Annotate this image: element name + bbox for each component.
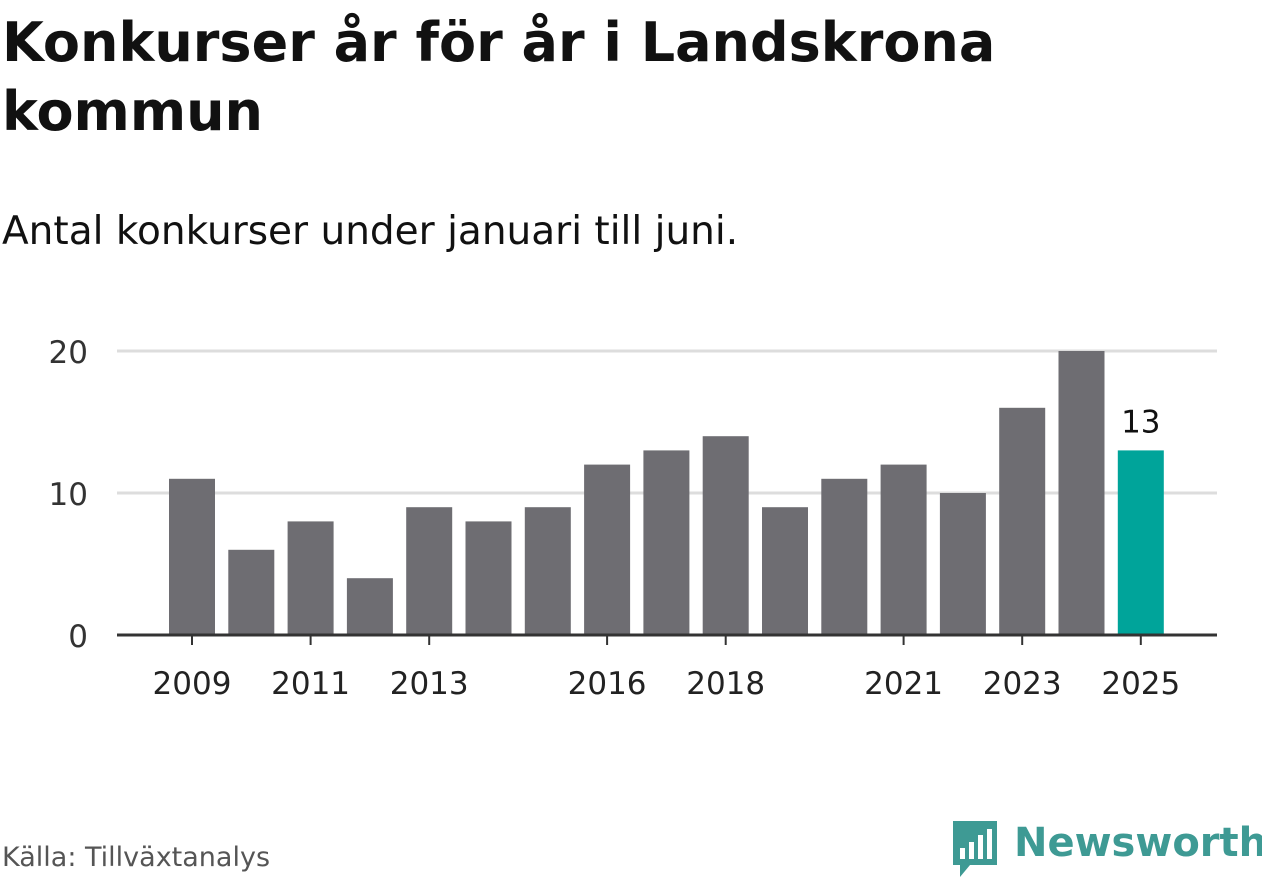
x-tick-label: 2009 [153,666,232,702]
bar [228,549,275,635]
bar [821,478,868,635]
bar-layer [169,351,1164,635]
chart-title: Konkurser år för år i Landskrona kommun [2,11,996,143]
bar [1117,450,1164,635]
y-tick-label: 0 [68,619,88,655]
brand-logo: Newsworthy [950,818,1262,880]
y-tick-label: 20 [49,335,88,371]
bar-chart-speech-bubble-icon [953,821,997,877]
chart-subtitle: Antal konkurser under januari till juni. [2,209,739,254]
x-tick-label: 2021 [864,666,943,702]
label-layer: 0 10 20 2009 2011 2013 2016 2018 2021 2023 2025 13 [49,335,1181,702]
bar [465,521,512,635]
bar [643,450,690,635]
bar [1058,351,1105,635]
bar-chart: 0 10 20 2009 2011 2013 2016 2018 2021 2023 2025 13 [49,335,1217,702]
source-note: Källa: Tillväxtanalys [2,842,271,873]
bar [524,507,571,635]
bar [880,464,927,635]
x-tick-label: 2013 [390,666,469,702]
bar [169,478,215,635]
bar [999,407,1046,635]
data-label: 13 [1121,404,1160,440]
bar [939,493,986,635]
bar [287,521,334,635]
bar [762,507,808,635]
y-tick-label: 10 [49,477,88,513]
bar [702,436,749,635]
bar [406,507,453,635]
x-tick-label: 2011 [271,666,350,702]
bar [346,578,393,635]
x-tick-label: 2016 [568,666,647,702]
bar [584,464,631,635]
x-tick-label: 2023 [983,666,1062,702]
brand-name: Newsworthy [1014,820,1262,866]
x-tick-label: 2018 [686,666,765,702]
x-tick-label: 2025 [1101,666,1180,702]
axis-layer [117,633,1217,645]
